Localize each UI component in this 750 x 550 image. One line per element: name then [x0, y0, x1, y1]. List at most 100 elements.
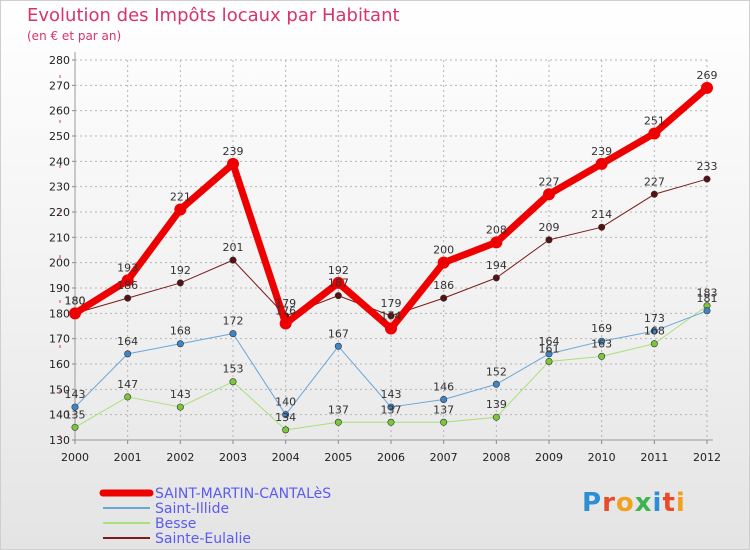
- x-tick-label: 2004: [272, 451, 300, 464]
- data-point-saint-illide: [440, 395, 448, 403]
- y-tick-label: 240: [49, 155, 70, 168]
- data-point-saint-martin-cantal-s: [648, 127, 661, 140]
- data-label-sainte-eulalie: 179: [275, 297, 296, 310]
- data-label-sainte-eulalie: 209: [539, 221, 560, 234]
- data-label-sainte-eulalie: 227: [644, 175, 665, 188]
- data-label-saint-illide: 146: [433, 380, 454, 393]
- data-label-saint-martin-cantal-s: 192: [328, 264, 349, 277]
- y-tick-label: 250: [49, 130, 70, 143]
- data-label-saint-martin-cantal-s: 239: [223, 145, 244, 158]
- data-point-saint-illide: [229, 330, 237, 338]
- data-point-saint-illide: [703, 307, 711, 315]
- series-line-saint-martin-cantal-s: [71, 84, 711, 333]
- data-label-saint-illide: 167: [328, 327, 349, 340]
- data-label-saint-illide: 172: [223, 315, 244, 328]
- data-point-saint-martin-cantal-s: [595, 157, 608, 170]
- data-point-saint-illide: [334, 342, 342, 350]
- y-tick-label: 140: [49, 409, 70, 422]
- data-point-saint-illide: [176, 340, 184, 348]
- data-label-besse: 139: [486, 398, 507, 411]
- proxiti-logo: Proxiti: [582, 488, 686, 518]
- x-tick-label: 2005: [324, 451, 352, 464]
- data-label-sainte-eulalie: 194: [486, 259, 507, 272]
- data-labels: 180 186 192 201 179 187 179 186 194 209 214 227 233 1…: [65, 69, 718, 424]
- data-label-saint-illide: 143: [381, 388, 402, 401]
- data-label-besse: 168: [644, 325, 665, 338]
- data-label-besse: 137: [328, 403, 349, 416]
- legend: SAINT-MARTIN-CANTALèSSaint-IllideBesseSa…: [99, 486, 331, 547]
- data-label-besse: 134: [275, 411, 296, 424]
- data-point-saint-illide: [650, 327, 658, 335]
- data-label-sainte-eulalie: 187: [328, 277, 349, 290]
- data-point-saint-martin-cantal-s: [437, 256, 450, 269]
- data-point-sainte-eulalie: [545, 236, 553, 244]
- data-point-sainte-eulalie: [440, 294, 448, 302]
- data-label-besse: 163: [591, 337, 612, 350]
- x-tick-label: 2006: [377, 451, 405, 464]
- data-label-besse: 153: [223, 363, 244, 376]
- data-point-besse: [440, 418, 448, 426]
- y-tick-label: 130: [49, 434, 70, 447]
- y-tick-label: 270: [49, 79, 70, 92]
- x-tick-label: 2011: [640, 451, 668, 464]
- x-tick-label: 2008: [482, 451, 510, 464]
- data-label-sainte-eulalie: 186: [117, 279, 138, 292]
- data-label-saint-illide: 152: [486, 365, 507, 378]
- data-point-saint-martin-cantal-s: [69, 307, 81, 320]
- data-label-saint-martin-cantal-s: 174: [381, 310, 402, 323]
- data-point-besse: [598, 352, 606, 360]
- y-tick-label: 150: [49, 383, 70, 396]
- data-label-saint-illide: 164: [117, 335, 138, 348]
- data-point-saint-martin-cantal-s: [279, 317, 292, 330]
- data-label-saint-illide: 164: [539, 335, 560, 348]
- data-label-saint-martin-cantal-s: 193: [117, 261, 138, 274]
- x-tick-label: 2002: [166, 451, 194, 464]
- data-label-sainte-eulalie: 180: [65, 294, 86, 307]
- logo-letter: i: [652, 488, 663, 518]
- data-point-sainte-eulalie: [598, 223, 606, 231]
- series-group: [69, 81, 713, 434]
- data-point-saint-illide: [124, 350, 132, 358]
- data-point-saint-martin-cantal-s: [332, 276, 345, 289]
- y-tick-label: 170: [49, 333, 70, 346]
- x-tick-label: 2001: [114, 451, 142, 464]
- data-point-sainte-eulalie: [124, 294, 132, 302]
- legend-label-saint-illide: Saint-Illide: [155, 501, 229, 517]
- y-tick-label: 200: [49, 257, 70, 270]
- data-label-saint-martin-cantal-s: 180: [65, 294, 86, 307]
- data-label-saint-illide: 169: [591, 322, 612, 335]
- chart-subtitle: (en € et par an): [27, 29, 122, 43]
- logo-letter: i: [675, 488, 686, 518]
- data-label-besse: 137: [433, 403, 454, 416]
- logo-letter: P: [582, 488, 603, 518]
- y-tick-label: 190: [49, 282, 70, 295]
- legend-label-sainte-eulalie: Sainte-Eulalie: [155, 531, 251, 547]
- data-point-saint-martin-cantal-s: [174, 203, 187, 216]
- data-point-sainte-eulalie: [387, 312, 395, 320]
- logo-letter: x: [634, 488, 653, 518]
- data-point-sainte-eulalie: [650, 190, 658, 198]
- data-label-besse: 143: [170, 388, 191, 401]
- data-point-sainte-eulalie: [703, 175, 711, 183]
- data-label-saint-illide: 168: [170, 325, 191, 338]
- data-label-saint-martin-cantal-s: 239: [591, 145, 612, 158]
- data-label-saint-martin-cantal-s: 269: [697, 69, 718, 82]
- data-point-saint-illide: [282, 411, 290, 419]
- y-tick-label: 160: [49, 358, 70, 371]
- x-tick-label: 2009: [535, 451, 563, 464]
- data-point-besse: [71, 423, 79, 431]
- chart-title: Evolution des Impôts locaux par Habitant: [27, 5, 400, 26]
- data-label-sainte-eulalie: 214: [591, 208, 612, 221]
- data-point-saint-martin-cantal-s: [490, 236, 503, 249]
- data-label-saint-martin-cantal-s: 227: [539, 175, 560, 188]
- data-label-sainte-eulalie: 201: [223, 241, 244, 254]
- data-label-saint-martin-cantal-s: 200: [433, 244, 454, 257]
- logo-letter: o: [615, 488, 635, 518]
- data-label-besse: 135: [65, 408, 86, 421]
- data-label-saint-martin-cantal-s: 221: [170, 190, 191, 203]
- data-point-besse: [334, 418, 342, 426]
- data-label-besse: 161: [539, 342, 560, 355]
- data-point-saint-martin-cantal-s: [701, 81, 713, 94]
- data-label-sainte-eulalie: 192: [170, 264, 191, 277]
